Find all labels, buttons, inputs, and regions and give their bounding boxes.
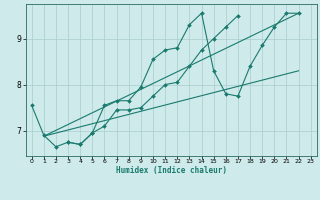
X-axis label: Humidex (Indice chaleur): Humidex (Indice chaleur) <box>116 166 227 175</box>
